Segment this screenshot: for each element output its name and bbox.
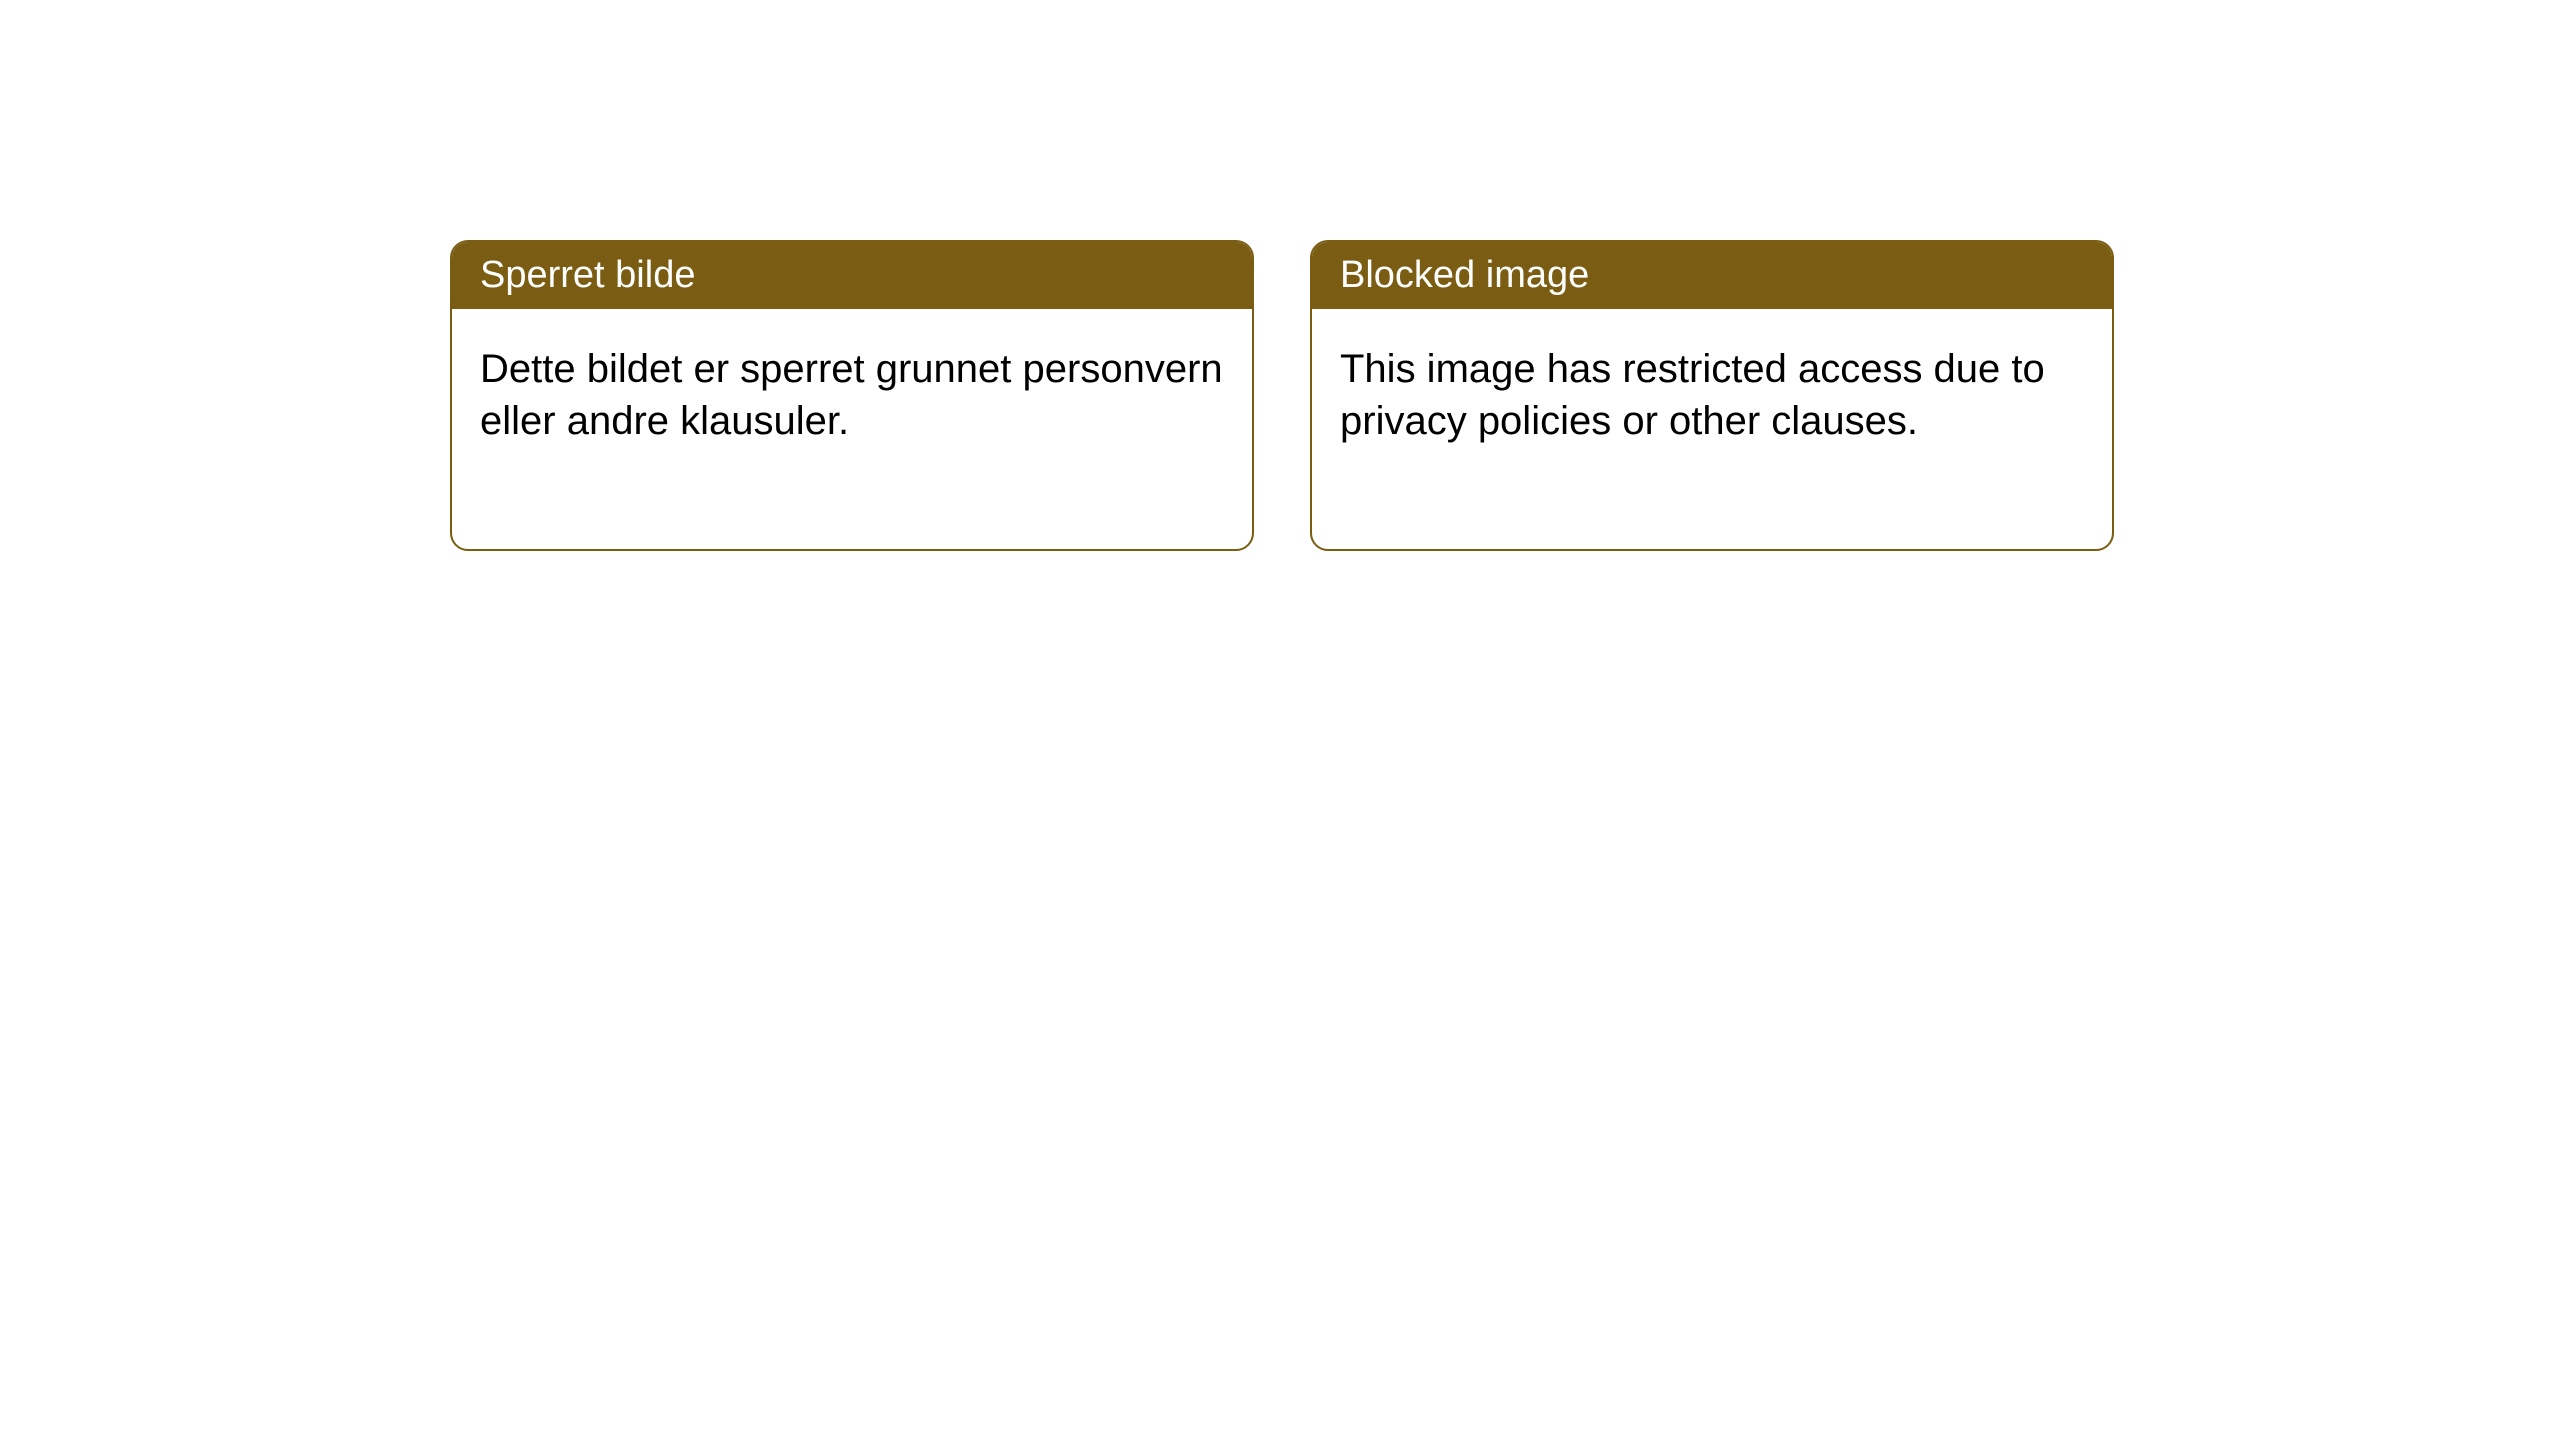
notice-container: Sperret bilde Dette bildet er sperret gr… <box>0 0 2560 551</box>
notice-body: Dette bildet er sperret grunnet personve… <box>452 309 1252 549</box>
notice-body: This image has restricted access due to … <box>1312 309 2112 549</box>
notice-title: Sperret bilde <box>452 242 1252 309</box>
notice-title: Blocked image <box>1312 242 2112 309</box>
notice-card-norwegian: Sperret bilde Dette bildet er sperret gr… <box>450 240 1254 551</box>
notice-card-english: Blocked image This image has restricted … <box>1310 240 2114 551</box>
